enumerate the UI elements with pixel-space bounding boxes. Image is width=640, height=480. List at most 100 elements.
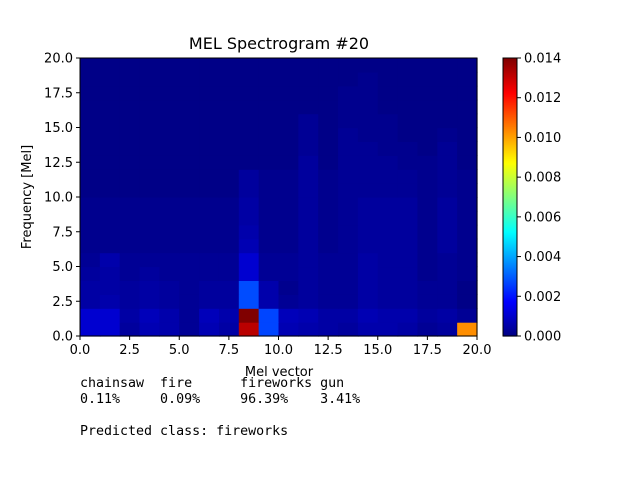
heatmap-cell <box>199 183 220 198</box>
heatmap-cell <box>159 141 180 156</box>
heatmap-cell <box>417 322 438 337</box>
heatmap-cell <box>377 99 399 115</box>
heatmap-cell <box>199 224 220 240</box>
heatmap-cell <box>397 99 419 115</box>
heatmap-cell <box>159 252 180 268</box>
heatmap-cell <box>457 252 478 268</box>
colorbar-segment <box>503 160 517 163</box>
heatmap-cell <box>357 294 379 309</box>
colorbar-segment <box>503 284 517 287</box>
colorbar-segment <box>503 132 517 135</box>
heatmap-cell <box>318 280 339 295</box>
heatmap-cell <box>437 197 458 212</box>
colorbar-segment <box>503 98 517 101</box>
heatmap-cell <box>377 71 399 87</box>
heatmap-cell <box>377 85 399 101</box>
heatmap-cell <box>298 252 319 268</box>
heatmap-cell <box>338 210 359 226</box>
colorbar-segment <box>503 154 517 157</box>
heatmap-cell <box>218 71 240 87</box>
heatmap-cell <box>278 113 299 129</box>
heatmap-cell <box>437 322 458 337</box>
heatmap-cell <box>80 183 101 198</box>
heatmap-cell <box>457 169 478 184</box>
heatmap-cell <box>278 294 299 309</box>
heatmap-cell <box>417 71 438 87</box>
heatmap-cell <box>218 58 240 73</box>
heatmap-cell <box>417 183 438 198</box>
heatmap-cell <box>99 71 121 87</box>
heatmap-cell <box>298 224 319 240</box>
heatmap-cell <box>298 141 319 156</box>
colorbar-segment <box>503 248 517 251</box>
heatmap-cell <box>179 322 200 337</box>
heatmap-cell <box>238 71 260 87</box>
colorbar-segment <box>503 94 517 97</box>
heatmap-cell <box>99 280 121 295</box>
heatmap-cell <box>218 252 240 268</box>
heatmap-cell <box>278 252 299 268</box>
heatmap-cell <box>457 58 478 73</box>
heatmap-cell <box>417 169 438 184</box>
heatmap-cell <box>199 99 220 115</box>
heatmap-cell <box>318 127 339 142</box>
heatmap-cell <box>278 58 299 73</box>
heatmap-cell <box>357 169 379 184</box>
heatmap-cell <box>318 210 339 226</box>
colorbar-segment <box>503 136 517 139</box>
heatmap-cell <box>437 127 458 142</box>
heatmap-cell <box>298 85 319 101</box>
heatmap-cell <box>258 322 280 337</box>
colorbar-segment <box>503 264 517 267</box>
heatmap-cell <box>397 113 419 129</box>
heatmap-cell <box>318 224 339 240</box>
heatmap-cell <box>218 141 240 156</box>
heatmap-cell <box>119 308 141 323</box>
colorbar-segment <box>503 140 517 143</box>
heatmap-cell <box>457 238 478 254</box>
colorbar-segment <box>503 246 517 249</box>
heatmap-cell <box>357 183 379 198</box>
heatmap-cell <box>159 127 180 142</box>
heatmap-cell <box>218 294 240 309</box>
colorbar-segment <box>503 124 517 127</box>
colorbar-segment <box>503 88 517 91</box>
heatmap-cell <box>318 197 339 212</box>
x-tick-label: 17.5 <box>413 343 442 358</box>
heatmap-cell <box>119 183 141 198</box>
heatmap-cell <box>377 308 399 323</box>
heatmap-cell <box>139 280 160 295</box>
heatmap-cell <box>298 99 319 115</box>
heatmap-cell <box>119 127 141 142</box>
heatmap-cell <box>258 127 280 142</box>
x-tick-label: 5.0 <box>169 343 190 358</box>
colorbar-segment <box>503 276 517 279</box>
heatmap-cell <box>218 127 240 142</box>
heatmap-cell <box>397 252 419 268</box>
heatmap-cell <box>338 266 359 281</box>
heatmap-cell <box>437 155 458 170</box>
y-tick-label: 17.5 <box>44 86 73 101</box>
heatmap-cell <box>437 169 458 184</box>
colorbar-segment <box>503 314 517 317</box>
colorbar-segment <box>503 102 517 105</box>
heatmap-cell <box>298 322 319 337</box>
heatmap-cell <box>119 238 141 254</box>
heatmap-cell <box>357 58 379 73</box>
colorbar-segment <box>503 278 517 281</box>
colorbar-segment <box>503 242 517 245</box>
colorbar-segment <box>503 188 517 191</box>
heatmap-cell <box>457 127 478 142</box>
heatmap-cell <box>357 71 379 87</box>
colorbar-segment <box>503 120 517 123</box>
y-axis-label: Frequency [Mel] <box>20 145 35 249</box>
heatmap-cell <box>397 294 419 309</box>
heatmap-cell <box>99 183 121 198</box>
heatmap-cell <box>417 252 438 268</box>
heatmap-cell <box>377 294 399 309</box>
colorbar-segment <box>503 324 517 327</box>
x-tick-label: 20.0 <box>463 343 492 358</box>
colorbar <box>502 57 518 337</box>
heatmap-cell <box>80 113 101 129</box>
heatmap-cell <box>238 308 260 323</box>
